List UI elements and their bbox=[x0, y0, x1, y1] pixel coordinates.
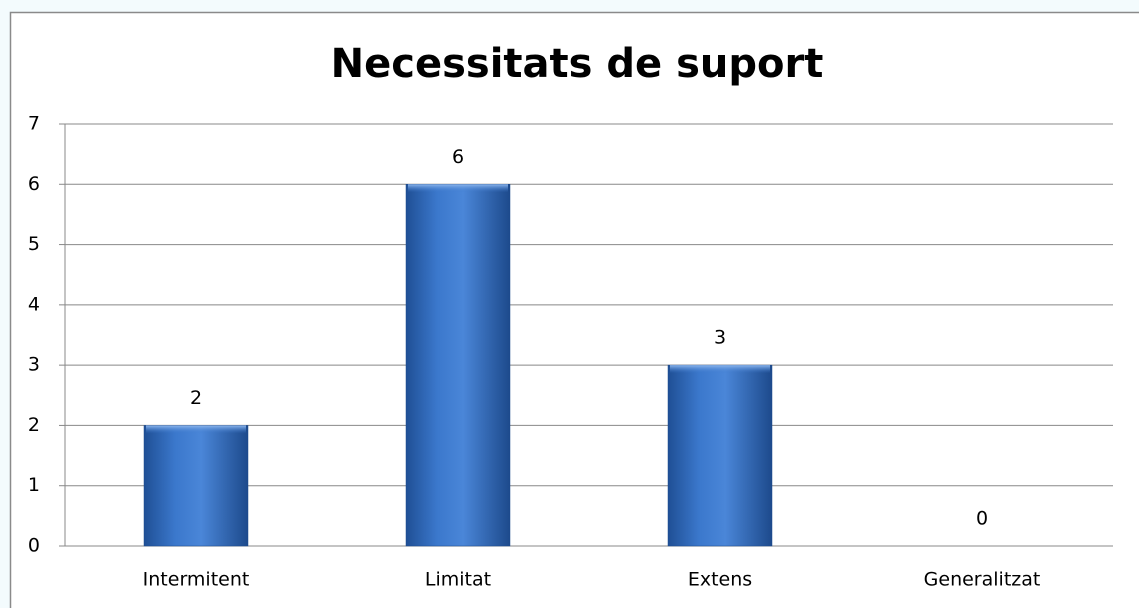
y-tick-label: 6 bbox=[28, 173, 40, 195]
y-tick-label: 4 bbox=[28, 293, 40, 315]
y-tick-label: 0 bbox=[28, 535, 40, 557]
data-label: 0 bbox=[976, 508, 988, 530]
y-tick-label: 1 bbox=[28, 474, 40, 496]
y-tick-label: 2 bbox=[28, 414, 40, 436]
bar bbox=[405, 184, 511, 547]
bar bbox=[143, 425, 249, 547]
x-tick-label: Intermitent bbox=[143, 569, 250, 591]
y-tick-label: 7 bbox=[28, 113, 40, 135]
data-label: 3 bbox=[714, 327, 726, 349]
chart-title: Necessitats de suport bbox=[331, 41, 824, 87]
x-tick-label: Extens bbox=[688, 569, 752, 591]
bar bbox=[667, 364, 773, 547]
y-tick-label: 5 bbox=[28, 233, 40, 255]
bar-bevel bbox=[670, 365, 770, 374]
bar-bevel bbox=[146, 425, 246, 434]
y-tick-label: 3 bbox=[28, 354, 40, 376]
bar-bevel bbox=[408, 184, 508, 193]
data-label: 2 bbox=[190, 387, 202, 409]
x-tick-label: Limitat bbox=[425, 569, 491, 591]
data-label: 6 bbox=[452, 146, 464, 168]
x-tick-label: Generalitzat bbox=[924, 569, 1041, 591]
